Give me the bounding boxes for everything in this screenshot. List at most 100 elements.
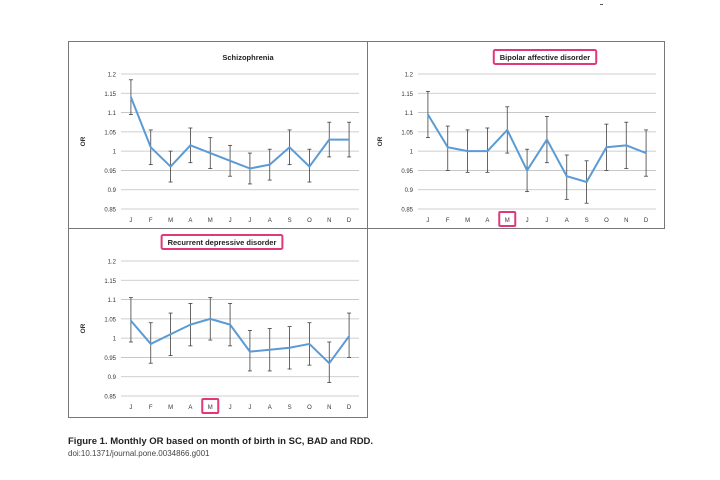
bipolar-x-tick-label: A (485, 218, 489, 224)
schizophrenia-x-tick-label: F (149, 218, 153, 224)
bipolar-data-point (446, 146, 449, 149)
recurrent-depressive-x-tick-label: D (347, 405, 352, 411)
recurrent-depressive-data-point (229, 323, 231, 326)
schizophrenia-data-point (328, 138, 331, 141)
bipolar-data-point (466, 150, 469, 153)
recurrent-depressive-chart: 1.2 1.15 1.1 1.05 1 0.95 0.9 0.85 J F M A M J J A S O N D OR… (80, 234, 359, 414)
bipolar-y-tick-label: 1.05 (401, 130, 413, 136)
bipolar-series-line (427, 113, 647, 183)
schizophrenia-data-point (169, 165, 172, 168)
bipolar-x-tick-label: J (545, 218, 548, 224)
recurrent-depressive-y-tick-label: 0.95 (104, 356, 116, 362)
recurrent-depressive-data-point (209, 317, 212, 320)
schizophrenia-data-point (189, 144, 192, 147)
recurrent-depressive-data-point (268, 348, 271, 351)
recurrent-depressive-x-tick-label: A (188, 405, 192, 411)
schizophrenia-x-tick-label: M (168, 218, 173, 224)
recurrent-depressive-data-point (348, 335, 350, 338)
recurrent-depressive-data-point (169, 333, 172, 336)
bipolar-chart-title: Bipolar affective disorder (500, 53, 591, 62)
schizophrenia-data-point (229, 159, 231, 162)
recurrent-depressive-data-point (149, 343, 152, 345)
recurrent-depressive-data-point (130, 319, 132, 322)
recurrent-depressive-x-tick-label: M (168, 405, 173, 411)
schizophrenia-y-tick-label: 1.1 (108, 111, 117, 117)
schizophrenia-series-line (129, 96, 350, 170)
bipolar-y-tick-label: 0.95 (401, 169, 413, 175)
bipolar-highlight-month-box (498, 211, 517, 227)
bipolar-x-tick-label: M (465, 218, 470, 224)
schizophrenia-y-tick-label: 1.05 (104, 130, 116, 136)
recurrent-depressive-y-tick-label: 0.85 (104, 395, 116, 401)
bipolar-x-tick-label: J (426, 218, 429, 224)
recurrent-depressive-data-point (328, 362, 331, 365)
schizophrenia-x-tick-label: N (327, 218, 331, 224)
bipolar-y-axis-label: OR (377, 136, 384, 146)
schizophrenia-data-point (249, 167, 251, 170)
recurrent-depressive-title-highlight-box (160, 234, 284, 250)
bipolar-data-point (506, 129, 509, 131)
schizophrenia-data-point (209, 152, 212, 154)
recurrent-depressive-y-tick-label: 1.05 (104, 317, 116, 323)
bipolar-chart: 1.2 1.15 1.1 1.05 1 0.95 0.9 0.85 J F M A M J J A S O N D OR… (377, 49, 656, 227)
schizophrenia-data-point (348, 138, 350, 141)
schizophrenia-y-tick-label: 1 (113, 150, 117, 156)
bipolar-x-tick-label: A (565, 218, 569, 224)
bipolar-data-point (526, 169, 528, 172)
bipolar-data-point (427, 113, 429, 116)
bipolar-y-tick-label: 1 (410, 150, 414, 156)
schizophrenia-data-point (288, 146, 291, 149)
recurrent-depressive-y-tick-label: 1.15 (104, 279, 116, 285)
schizophrenia-chart-title: Schizophrenia (222, 53, 274, 62)
schizophrenia-x-tick-label: A (268, 218, 272, 224)
recurrent-depressive-data-point (308, 343, 311, 345)
schizophrenia-chart-panel: 1.2 1.15 1.1 1.05 1 0.95 0.9 0.85 J F M A M J J A S O N D OR… (68, 41, 368, 229)
schizophrenia-x-tick-label: O (307, 218, 312, 224)
recurrent-depressive-x-tick-label: J (129, 405, 132, 411)
recurrent-depressive-y-tick-label: 0.9 (108, 375, 117, 381)
schizophrenia-x-tick-label: D (347, 218, 352, 224)
recurrent-depressive-data-point (189, 323, 192, 326)
bipolar-data-point (546, 138, 548, 141)
schizophrenia-data-point (130, 96, 132, 99)
bipolar-data-point (486, 150, 489, 153)
schizophrenia-x-tick-label: M (208, 218, 213, 224)
recurrent-depressive-error-bar (128, 297, 133, 343)
bipolar-data-point (565, 175, 568, 178)
schizophrenia-y-tick-label: 1.2 (108, 73, 117, 79)
recurrent-depressive-series-line (130, 317, 350, 365)
recurrent-depressive-y-tick-label: 1.2 (108, 260, 117, 266)
schizophrenia-chart: 1.2 1.15 1.1 1.05 1 0.95 0.9 0.85 J F M A M J J A S O N D OR… (80, 53, 359, 224)
figure-doi: doi:10.1371/journal.pone.0034866.g001 (68, 449, 210, 458)
top-mark (600, 4, 603, 5)
bipolar-chart-panel: 1.2 1.15 1.1 1.05 1 0.95 0.9 0.85 J F M A M J J A S O N D OR… (367, 41, 665, 229)
bipolar-y-tick-label: 1.15 (401, 92, 413, 98)
schizophrenia-x-tick-label: J (229, 218, 232, 224)
recurrent-depressive-x-tick-label: S (288, 405, 292, 411)
recurrent-depressive-chart-panel: 1.2 1.15 1.1 1.05 1 0.95 0.9 0.85 J F M A M J J A S O N D OR… (68, 228, 368, 418)
schizophrenia-x-tick-label: J (129, 218, 132, 224)
schizophrenia-y-tick-label: 0.85 (104, 208, 116, 214)
recurrent-depressive-y-axis-label: OR (80, 323, 87, 333)
bipolar-data-point (645, 152, 647, 154)
bipolar-data-point (605, 146, 608, 149)
schizophrenia-y-axis-label: OR (80, 136, 87, 146)
recurrent-depressive-highlight-month-box (201, 398, 220, 414)
bipolar-x-tick-label: F (446, 218, 450, 224)
schizophrenia-y-tick-label: 0.95 (104, 169, 116, 175)
bipolar-title-highlight-box (492, 49, 598, 65)
recurrent-depressive-y-tick-label: 1.1 (108, 298, 117, 304)
recurrent-depressive-chart-title: Recurrent depressive disorder (168, 238, 277, 247)
recurrent-depressive-x-tick-label: M (208, 405, 213, 411)
bipolar-data-point (625, 144, 628, 147)
bipolar-y-tick-label: 0.85 (401, 208, 413, 214)
bipolar-y-tick-label: 1.2 (405, 73, 414, 79)
recurrent-depressive-y-tick-label: 1 (113, 337, 117, 343)
recurrent-depressive-x-tick-label: J (229, 405, 232, 411)
schizophrenia-data-point (149, 146, 152, 149)
recurrent-depressive-error-bar (347, 312, 352, 358)
schizophrenia-data-point (268, 163, 271, 166)
schizophrenia-x-tick-label: A (188, 218, 192, 224)
recurrent-depressive-x-tick-label: A (268, 405, 272, 411)
recurrent-depressive-x-tick-label: J (248, 405, 251, 411)
